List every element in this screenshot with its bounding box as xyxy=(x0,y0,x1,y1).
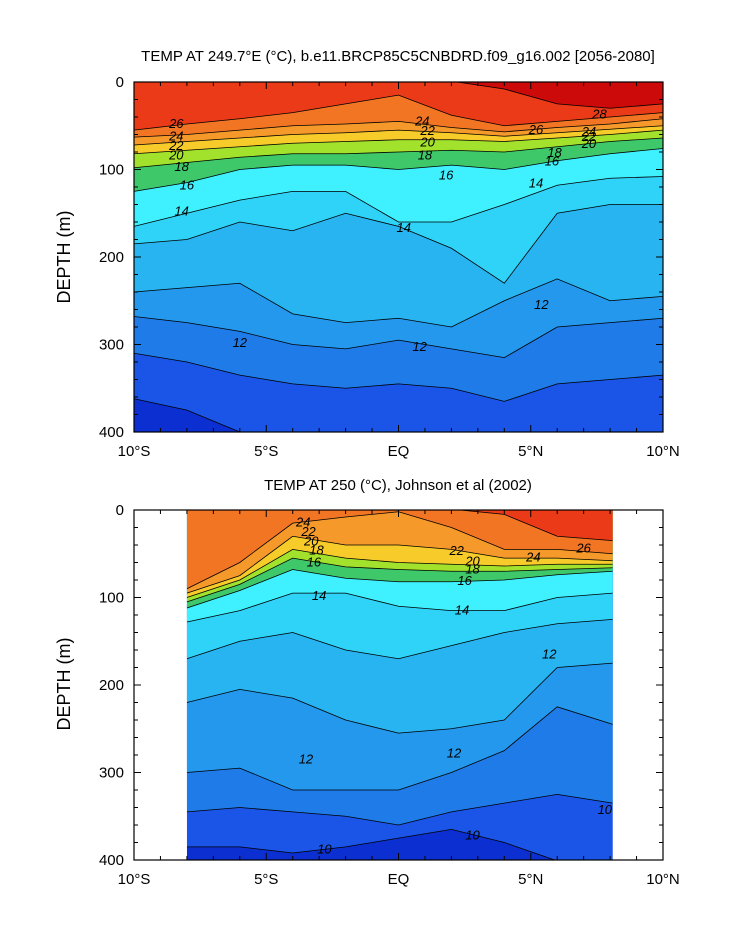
y-tick-label: 300 xyxy=(99,765,124,782)
contour-label: 14 xyxy=(529,176,543,191)
contour-label: 20 xyxy=(168,148,184,163)
contour-label: 22 xyxy=(168,138,184,153)
y-tick-label: 100 xyxy=(99,162,124,179)
contour-label: 22 xyxy=(419,123,435,138)
isotherm-10 xyxy=(134,352,663,402)
x-tick-label: 5°S xyxy=(254,443,278,460)
contour-label: 12 xyxy=(534,297,549,312)
contour-label: 14 xyxy=(455,603,469,618)
x-tick-label: 10°S xyxy=(118,443,151,460)
x-tick-label: 10°S xyxy=(118,871,151,888)
contour-label: 12 xyxy=(233,335,248,350)
contour-label: 26 xyxy=(168,116,184,131)
contour-label: 10 xyxy=(598,802,613,817)
contour-label: 16 xyxy=(545,154,560,169)
contour-label: 12 xyxy=(447,745,462,760)
x-tick-label: 5°N xyxy=(518,443,543,460)
y-tick-label: 0 xyxy=(116,74,124,91)
contour-label: 22 xyxy=(448,543,464,558)
contour-label: 22 xyxy=(300,524,316,539)
isotherm-11 xyxy=(186,706,613,791)
contour-label: 28 xyxy=(591,106,607,121)
isotherm-22 xyxy=(186,535,613,594)
isotherm-14 xyxy=(186,592,613,623)
contour-label: 16 xyxy=(307,555,322,570)
isotherm-18 xyxy=(186,557,613,603)
chart-title: TEMP AT 250 (°C), Johnson et al (2002) xyxy=(264,477,532,494)
isotherm-9 xyxy=(134,398,264,432)
contour-label: 10 xyxy=(317,842,332,857)
isotherm-13 xyxy=(134,204,663,284)
contour-label: 18 xyxy=(465,562,480,577)
y-axis-label: DEPTH (m) xyxy=(54,638,74,731)
contour-label: 20 xyxy=(464,554,480,569)
contour-label: 10 xyxy=(465,828,480,843)
isotherm-12 xyxy=(186,662,613,734)
isotherm-12 xyxy=(134,278,663,328)
isotherm-26 xyxy=(134,94,663,131)
contour-label: 16 xyxy=(439,168,454,183)
contour-label: 12 xyxy=(412,339,427,354)
y-tick-label: 400 xyxy=(99,852,124,869)
temperature-band-26 xyxy=(186,510,613,541)
contour-label: 14 xyxy=(174,204,188,219)
contour-label: 20 xyxy=(419,134,435,149)
contour-label: 24 xyxy=(581,124,596,139)
isotherm-14 xyxy=(134,176,663,227)
x-tick-label: 5°S xyxy=(254,871,278,888)
y-tick-label: 300 xyxy=(99,337,124,354)
contour-label: 18 xyxy=(418,148,433,163)
contour-label: 14 xyxy=(397,220,411,235)
y-tick-label: 200 xyxy=(99,677,124,694)
contour-label: 24 xyxy=(525,549,540,564)
chart-title: TEMP AT 249.7°E (°C), b.e11.BRCP85C5CNBD… xyxy=(141,48,655,65)
isotherm-9 xyxy=(186,828,556,860)
contour-label: 12 xyxy=(542,646,557,661)
isotherm-16 xyxy=(134,148,663,192)
isotherm-10 xyxy=(186,793,613,826)
contour-label: 18 xyxy=(174,159,189,174)
isotherm-11 xyxy=(134,316,663,359)
contour-label: 18 xyxy=(309,542,324,557)
x-tick-label: EQ xyxy=(388,443,410,460)
y-axis-label: DEPTH (m) xyxy=(54,211,74,304)
contour-label: 12 xyxy=(299,751,314,766)
contour-label: 24 xyxy=(168,128,183,143)
contour-label: 26 xyxy=(528,122,544,137)
isotherm-26 xyxy=(456,510,613,542)
isotherm-28 xyxy=(454,82,663,109)
y-tick-label: 100 xyxy=(99,590,124,607)
contour-label: 16 xyxy=(457,573,472,588)
contour-label: 26 xyxy=(575,541,591,556)
x-tick-label: 5°N xyxy=(518,871,543,888)
contour-label: 20 xyxy=(303,534,319,549)
isotherm-20 xyxy=(186,548,613,598)
contour-label: 24 xyxy=(414,113,429,128)
isotherm-13 xyxy=(186,618,613,660)
y-tick-label: 400 xyxy=(99,424,124,441)
y-tick-label: 0 xyxy=(116,502,124,519)
contour-label: 20 xyxy=(581,136,597,151)
isotherm-18 xyxy=(134,137,663,169)
isotherm-16 xyxy=(186,569,613,609)
plot-area: 2624222018161424222018161426282422201816… xyxy=(99,74,680,460)
contour-label: 24 xyxy=(295,514,310,529)
temperature-band-24 xyxy=(186,510,613,589)
x-tick-label: 10°N xyxy=(646,871,680,888)
contour-label: 18 xyxy=(547,145,562,160)
contour-label: 16 xyxy=(180,177,195,192)
contour-label: 14 xyxy=(312,588,326,603)
isotherm-22 xyxy=(134,125,663,146)
isotherm-24 xyxy=(134,118,663,138)
x-tick-label: 10°N xyxy=(646,443,680,460)
x-tick-label: EQ xyxy=(388,871,410,888)
panel-observations: TEMP AT 250 (°C), Johnson et al (2002) D… xyxy=(54,477,680,888)
contour-label: 22 xyxy=(581,129,597,144)
y-tick-label: 200 xyxy=(99,249,124,266)
isotherm-20 xyxy=(134,129,663,155)
panel-model: TEMP AT 249.7°E (°C), b.e11.BRCP85C5CNBD… xyxy=(54,48,680,460)
